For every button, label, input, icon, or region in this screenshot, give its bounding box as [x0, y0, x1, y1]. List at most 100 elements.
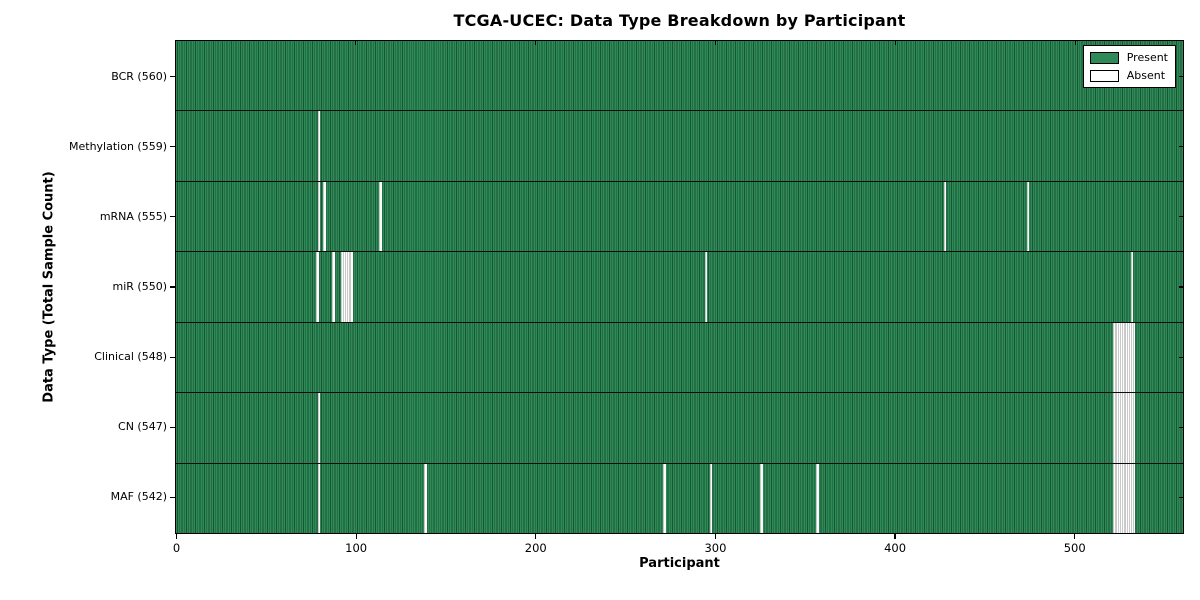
legend-swatch-absent	[1089, 69, 1119, 82]
y-tick	[170, 216, 175, 218]
absent-mark	[1114, 393, 1118, 463]
legend-entry-present: Present	[1089, 51, 1168, 64]
absent-mark	[704, 252, 708, 322]
y-tick-right	[1179, 145, 1183, 148]
absent-mark	[1123, 463, 1127, 533]
x-axis-title: Participant	[639, 556, 720, 571]
absent-mark	[1123, 393, 1127, 463]
absent-mark	[1114, 463, 1118, 533]
absent-mark	[1132, 393, 1136, 463]
absent-mark	[1118, 322, 1121, 393]
absent-mark	[1129, 322, 1132, 393]
heatmap-row-mrna	[176, 181, 1183, 253]
x-tick-label: 300	[704, 541, 727, 555]
absent-mark	[710, 463, 713, 533]
absent-mark	[1026, 181, 1029, 252]
absent-mark	[1118, 463, 1121, 533]
absent-mark	[323, 181, 326, 252]
x-tick-label: 100	[345, 541, 368, 555]
absent-mark	[1116, 463, 1119, 533]
absent-mark	[1116, 322, 1119, 393]
x-tick-label: 200	[524, 541, 547, 555]
chart-title: TCGA-UCEC: Data Type Breakdown by Partic…	[453, 11, 906, 30]
y-tick	[170, 426, 175, 428]
heatmap-row-methylation	[176, 111, 1183, 182]
absent-mark	[318, 111, 321, 181]
absent-mark	[1129, 393, 1132, 463]
y-tick-label: CN (547)	[118, 420, 167, 434]
absent-mark	[1125, 463, 1128, 533]
absent-mark	[1129, 463, 1132, 533]
y-tick-label: miR (550)	[112, 280, 168, 293]
x-tick-label: 400	[884, 541, 907, 555]
absent-mark	[1130, 393, 1134, 463]
absent-mark	[1132, 322, 1136, 393]
absent-mark	[332, 252, 335, 322]
absent-mark	[1112, 393, 1116, 463]
x-tick	[535, 534, 537, 539]
x-tick-top	[535, 41, 537, 45]
legend-label: Absent	[1126, 69, 1166, 82]
absent-mark	[379, 181, 382, 252]
legend-swatch-present	[1089, 51, 1119, 64]
absent-mark	[1127, 463, 1130, 533]
y-tick-label: Methylation (559)	[69, 139, 167, 153]
absent-mark	[1118, 393, 1121, 463]
absent-mark	[1121, 463, 1125, 533]
heatmap-rows	[176, 41, 1183, 533]
y-tick-right	[1179, 216, 1183, 218]
absent-mark	[1121, 322, 1125, 393]
y-tick-right	[1179, 286, 1183, 288]
x-tick	[894, 534, 896, 539]
y-tick	[170, 356, 175, 358]
absent-mark	[1123, 322, 1127, 393]
absent-mark	[1127, 393, 1130, 463]
y-tick	[170, 146, 175, 148]
absent-mark	[318, 181, 321, 252]
absent-mark	[816, 463, 819, 533]
x-tick-top	[894, 41, 896, 45]
absent-mark	[943, 181, 947, 252]
y-tick	[170, 75, 175, 78]
x-tick	[175, 534, 178, 539]
y-tick-label: BCR (560)	[111, 69, 167, 83]
absent-mark	[1120, 393, 1123, 463]
absent-mark	[318, 393, 321, 463]
absent-mark	[1116, 393, 1119, 463]
y-tick-label: MAF (542)	[110, 490, 167, 504]
absent-mark	[345, 252, 348, 322]
heatmap-row-cn	[176, 393, 1183, 464]
absent-mark	[1121, 393, 1125, 463]
absent-mark	[1125, 393, 1128, 463]
absent-mark	[1130, 252, 1134, 322]
x-tick-top	[1074, 41, 1076, 45]
y-tick	[170, 286, 175, 288]
absent-mark	[318, 463, 321, 533]
heatmap-row-bcr	[176, 41, 1183, 112]
x-tick	[355, 534, 357, 539]
y-tick-label: mRNA (555)	[99, 209, 167, 223]
y-tick-right	[1179, 426, 1183, 429]
y-tick-right	[1179, 75, 1183, 77]
absent-mark	[1114, 322, 1118, 393]
absent-mark	[341, 252, 344, 322]
absent-mark	[1130, 322, 1134, 393]
absent-mark	[1125, 322, 1128, 393]
heatmap-row-clinical	[176, 322, 1183, 394]
legend: Present Absent	[1082, 45, 1176, 88]
absent-mark	[1127, 322, 1130, 393]
x-tick	[714, 534, 717, 539]
x-tick-top	[355, 41, 357, 45]
absent-mark	[424, 463, 427, 533]
absent-mark	[346, 252, 350, 322]
y-tick-label: Clinical (548)	[94, 350, 167, 364]
legend-label: Present	[1126, 51, 1168, 64]
legend-entry-absent: Absent	[1089, 69, 1168, 82]
absent-mark	[760, 463, 763, 533]
absent-mark	[663, 463, 666, 533]
x-tick-top	[714, 41, 717, 45]
y-tick-right	[1179, 356, 1183, 358]
absent-mark	[350, 252, 353, 322]
absent-mark	[348, 252, 352, 322]
